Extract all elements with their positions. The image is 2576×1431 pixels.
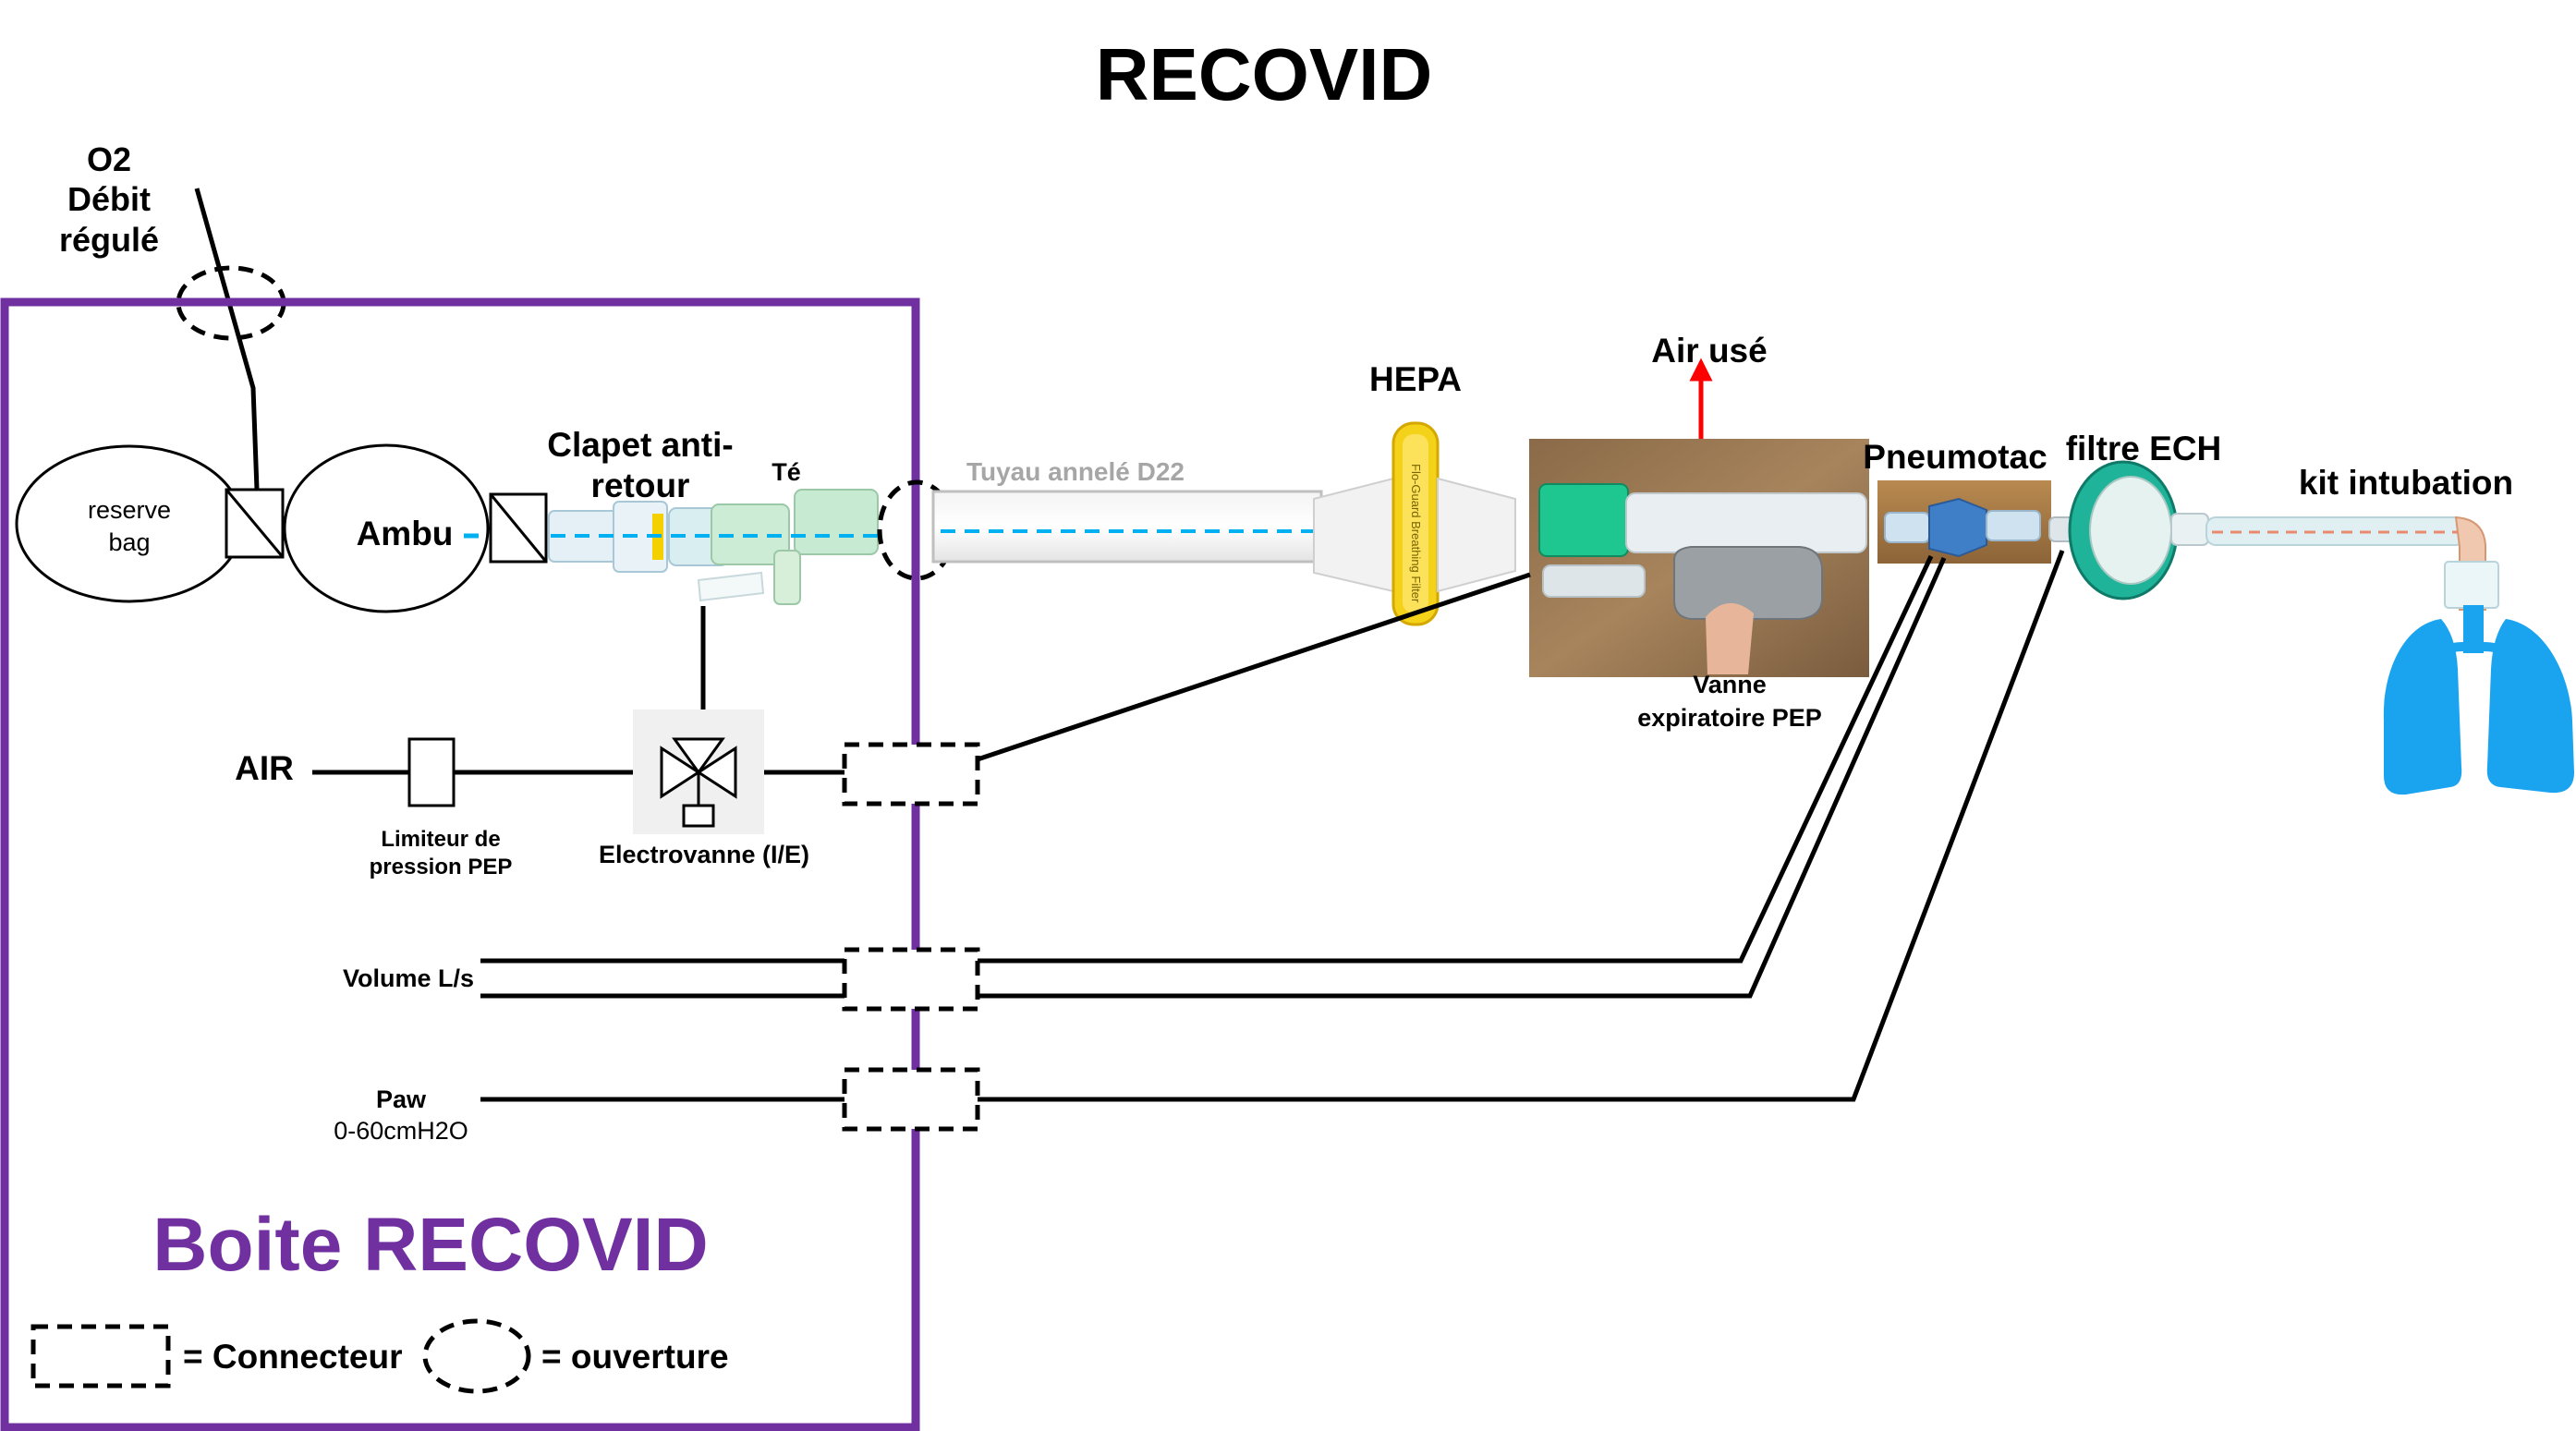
clapet-label-line1: Clapet anti- <box>547 426 733 464</box>
limiteur-label-line1: Limiteur de <box>381 827 500 852</box>
volume-line-2-ext <box>978 556 1947 999</box>
hepa-filter-print: Flo-Guard Breathing Filter <box>1409 464 1423 603</box>
reserve-bag-label-line2: bag <box>108 528 150 556</box>
o2-label-line1: O2 <box>87 140 131 178</box>
legend-connecteur: = Connecteur <box>183 1338 402 1376</box>
volume-label: Volume L/s <box>343 964 474 992</box>
reserve-bag-label-line1: reserve <box>88 496 171 524</box>
legend-ouverture: = ouverture <box>541 1338 729 1376</box>
solenoid-valve-icon <box>633 709 764 834</box>
connector-paw <box>842 1067 980 1132</box>
o2-label-line2: Débit <box>67 180 151 218</box>
legend-opening-symbol <box>422 1318 531 1394</box>
connector-air <box>842 742 980 806</box>
valve-icon <box>489 492 548 564</box>
air-label: AIR <box>235 749 294 787</box>
vanne-expiratoire-photo <box>1529 439 1869 677</box>
hme-filter-icon <box>2048 460 2209 600</box>
paw-line-ext <box>978 550 2065 1102</box>
te-label: Té <box>772 458 801 486</box>
ambu-label: Ambu <box>357 515 454 552</box>
connector-volume <box>842 947 980 1012</box>
o2-line <box>194 188 260 491</box>
clapet-label-line2: retour <box>591 467 690 504</box>
tuyau-tube <box>931 490 1323 564</box>
tuyau-label: Tuyau annelé D22 <box>966 457 1185 486</box>
o2-label-line3: régulé <box>59 221 159 259</box>
lungs-icon <box>2383 605 2574 795</box>
valve-icon <box>225 488 285 559</box>
air-use-label: Air usé <box>1651 332 1767 370</box>
air-to-vanne-line <box>977 572 1531 762</box>
page-title: RECOVID <box>1096 33 1433 115</box>
ambu-bag <box>283 443 490 613</box>
hepa-label: HEPA <box>1369 360 1462 398</box>
pneumotac-label: Pneumotac <box>1863 438 2047 476</box>
filtre-label: filtre ECH <box>2066 430 2222 467</box>
legend-connector-symbol <box>30 1324 171 1389</box>
electrovanne-label: Electrovanne (I/E) <box>599 841 809 868</box>
limiteur-pression <box>407 737 456 807</box>
boite-recovid-frame <box>0 297 920 1431</box>
te-device <box>697 489 879 605</box>
paw-label-line2: 0-60cmH2O <box>334 1117 468 1145</box>
boite-recovid-title: Boite RECOVID <box>152 1203 708 1287</box>
paw-label-line1: Paw <box>376 1085 427 1113</box>
vanne-label-line2: expiratoire PEP <box>1637 704 1822 732</box>
o2-label: O2 Débit régulé <box>59 140 159 259</box>
reserve-bag <box>15 444 244 603</box>
hepa-filter-icon: Flo-Guard Breathing Filter <box>1313 421 1516 626</box>
vanne-label-line1: Vanne <box>1693 671 1767 698</box>
volume-line-1-ext <box>978 554 1934 964</box>
kit-intubation-label: kit intubation <box>2299 464 2513 502</box>
pneumotac-device <box>1877 480 2051 564</box>
kit-intubation-tube <box>2205 515 2499 611</box>
limiteur-label-line2: pression PEP <box>370 855 513 879</box>
